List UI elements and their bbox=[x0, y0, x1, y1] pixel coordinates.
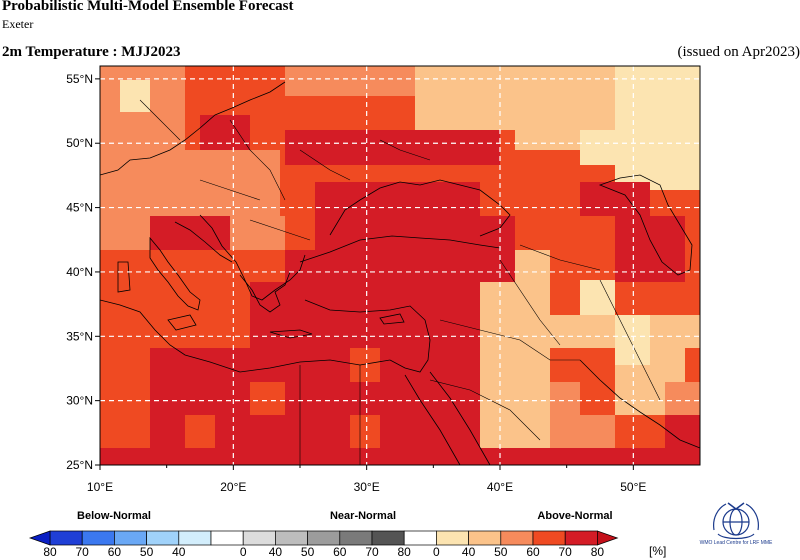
colorbar-segment bbox=[564, 530, 598, 546]
coastline-turkey bbox=[299, 235, 501, 321]
coastline-africa bbox=[99, 299, 391, 373]
colorbar-tick: 0 bbox=[239, 545, 247, 559]
lat-tick-label: 35°N bbox=[66, 329, 93, 343]
axis-ticks bbox=[95, 78, 634, 470]
coastline-gulf bbox=[579, 359, 701, 449]
lon-tick-label: 20°E bbox=[220, 480, 246, 494]
coastline-sardinia bbox=[117, 261, 131, 293]
colorbar-tick: 70 bbox=[558, 545, 572, 559]
colorbar-segment bbox=[275, 530, 308, 546]
lat-tick-label: 55°N bbox=[66, 72, 93, 86]
colorbar-tick: 70 bbox=[365, 545, 379, 559]
borders-europe bbox=[139, 99, 431, 241]
colorbar-tick: 80 bbox=[397, 545, 411, 559]
colorbar-segment bbox=[436, 530, 469, 546]
colorbar-segment bbox=[468, 530, 502, 546]
map-frame bbox=[99, 65, 701, 466]
coastline-red-sea bbox=[404, 371, 491, 466]
logo-caption: WMO Lead Centre for LRF MME bbox=[699, 540, 773, 546]
lat-tick-label: 45°N bbox=[66, 201, 93, 215]
coastline-greece bbox=[239, 271, 291, 313]
axis-labels: 10°E 20°E 30°E 40°E 50°E 25°N 30°N 35°N 40°N 45°N… bbox=[66, 72, 646, 494]
lat-tick-label: 50°N bbox=[66, 136, 93, 150]
coastline-italy bbox=[149, 236, 201, 311]
colorbar-right-arrow bbox=[597, 530, 619, 546]
forecast-centre: Exeter bbox=[2, 17, 34, 31]
colorbar-segment bbox=[178, 530, 212, 546]
colorbar bbox=[28, 530, 619, 546]
coastline-black-sea bbox=[329, 179, 511, 237]
wmo-logo-icon bbox=[713, 502, 759, 540]
graticule bbox=[100, 66, 700, 465]
coastline-caspian bbox=[598, 174, 693, 276]
colorbar-segment bbox=[210, 530, 244, 546]
legend-near-normal: Near-Normal bbox=[329, 510, 397, 522]
colorbar-tick: 50 bbox=[494, 545, 508, 559]
lat-tick-label: 30°N bbox=[66, 394, 93, 408]
issued-date: (issued on Apr2023) bbox=[677, 44, 800, 60]
colorbar-segment bbox=[242, 530, 276, 546]
colorbar-tick: 80 bbox=[590, 545, 605, 559]
lon-tick-label: 30°E bbox=[354, 480, 380, 494]
colorbar-segment bbox=[371, 530, 405, 546]
probability-grid bbox=[100, 66, 700, 465]
colorbar-tick: 40 bbox=[268, 545, 283, 559]
colorbar-tick: 60 bbox=[333, 545, 347, 559]
colorbar-segment bbox=[500, 530, 534, 546]
colorbar-segment bbox=[307, 530, 341, 546]
forecast-title: Probabilistic Multi-Model Ensemble Forec… bbox=[2, 0, 294, 14]
colorbar-left-arrow bbox=[28, 530, 51, 546]
legend-above-normal: Above-Normal bbox=[537, 510, 613, 522]
coastline-sicily bbox=[167, 314, 197, 331]
colorbar-units: [%] bbox=[649, 544, 667, 558]
colorbar-tick: 70 bbox=[75, 545, 89, 559]
colorbar-segment bbox=[532, 530, 566, 546]
colorbar-tick: 40 bbox=[172, 545, 186, 559]
colorbar-segment bbox=[146, 530, 180, 546]
colorbar-segment bbox=[49, 530, 83, 546]
lon-tick-label: 10°E bbox=[87, 480, 113, 494]
lat-tick-label: 25°N bbox=[66, 458, 93, 472]
colorbar-tick: 40 bbox=[461, 545, 476, 559]
colorbar-segment bbox=[81, 530, 115, 546]
colorbar-segment bbox=[114, 530, 147, 546]
colorbar-segment bbox=[339, 530, 373, 546]
variable-title: 2m Temperature : MJJ2023 bbox=[2, 44, 181, 60]
coastline-europe bbox=[99, 81, 306, 301]
coastline-cyprus bbox=[379, 313, 405, 325]
colorbar-tick: 50 bbox=[139, 545, 154, 559]
legend-below-normal: Below-Normal bbox=[77, 510, 151, 522]
lat-tick-label: 40°N bbox=[66, 265, 93, 279]
coastline-adriatic bbox=[174, 221, 233, 263]
lon-tick-label: 40°E bbox=[487, 480, 513, 494]
lon-tick-label: 50°E bbox=[620, 480, 646, 494]
borders-middle-east bbox=[299, 244, 661, 465]
colorbar-tick: 0 bbox=[433, 545, 440, 559]
colorbar-tick: 80 bbox=[43, 545, 57, 559]
colorbar-tick: 60 bbox=[526, 545, 540, 559]
colorbar-tick: 60 bbox=[107, 545, 122, 559]
colorbar-segment bbox=[403, 530, 437, 546]
colorbar-tick: 50 bbox=[300, 545, 315, 559]
coastline-levant bbox=[389, 319, 431, 373]
